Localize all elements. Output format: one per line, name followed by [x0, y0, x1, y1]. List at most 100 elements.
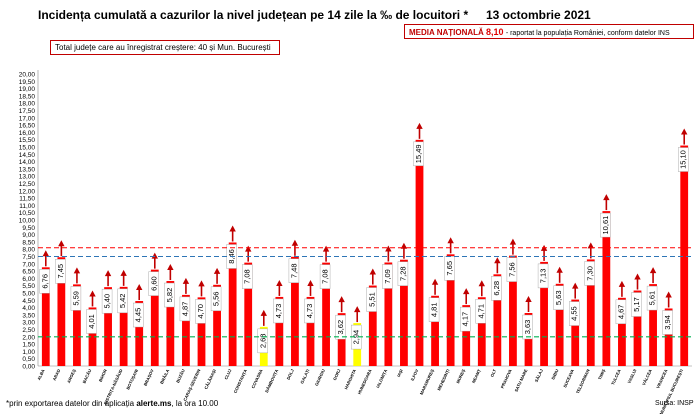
- y-tick-label: 10,50: [19, 210, 36, 217]
- value-label-box: [475, 299, 486, 324]
- value-label: 4,81: [430, 302, 439, 317]
- bar: [462, 305, 471, 366]
- category-label: SUCEAVA: [562, 368, 575, 388]
- category-label: ARAD: [52, 368, 62, 381]
- bar: [664, 308, 673, 366]
- value-label-box: [133, 302, 144, 328]
- value-label-box: [55, 259, 66, 284]
- bar: [555, 283, 564, 366]
- trend-arrow-head: [42, 250, 49, 257]
- value-label: 5,40: [103, 294, 112, 309]
- bar: [431, 295, 439, 366]
- value-label-group: 7,28: [397, 261, 409, 286]
- trend-arrow-head: [260, 309, 267, 316]
- trend-arrow-head: [182, 277, 190, 284]
- value-label: 5,61: [648, 291, 657, 306]
- value-label-group: 5,61: [646, 285, 658, 311]
- y-tick-label: 19,50: [19, 79, 36, 86]
- y-tick-label: 14,50: [19, 152, 36, 159]
- category-label: COVASNA: [250, 368, 263, 389]
- value-label-group: 7,65: [444, 256, 455, 281]
- value-label: 3,62: [336, 320, 345, 335]
- value-label-box: [179, 296, 191, 322]
- category-label: ARGEȘ: [66, 368, 77, 384]
- value-label-box: [70, 286, 82, 311]
- y-tick-label: 13,00: [19, 174, 36, 181]
- value-label: 4,01: [87, 314, 96, 329]
- bar: [57, 257, 66, 366]
- y-tick-label: 4,00: [22, 305, 35, 312]
- value-label-group: 6,76: [39, 269, 50, 294]
- bar: [41, 267, 50, 366]
- y-tick-label: 7,00: [22, 261, 35, 268]
- trend-arrow-head: [120, 269, 127, 276]
- value-label-box: [678, 147, 689, 172]
- bar: [135, 301, 144, 366]
- bar: [244, 262, 253, 366]
- y-tick-label: 1,00: [22, 349, 35, 356]
- category-label: CONSTANȚA: [233, 368, 249, 394]
- y-tick-label: 3,00: [22, 320, 35, 327]
- value-label: 4,71: [476, 304, 485, 319]
- y-tick-label: 17,00: [19, 115, 36, 122]
- value-label-group: 7,45: [55, 259, 66, 284]
- value-label-group: 6,60: [148, 271, 159, 296]
- y-tick-label: 11,00: [19, 203, 35, 210]
- value-label-box: [506, 257, 518, 282]
- value-label: 4,55: [570, 306, 579, 321]
- bar: [680, 145, 689, 366]
- category-label: GALAȚI: [299, 368, 310, 384]
- trend-arrow-head: [385, 245, 392, 252]
- value-label: 4,73: [274, 304, 283, 319]
- trend-arrow-head: [416, 122, 423, 129]
- bar: [197, 297, 206, 366]
- y-tick-label: 6,50: [22, 269, 35, 276]
- value-label: 3,94: [663, 315, 672, 330]
- trend-arrow-head: [89, 290, 96, 297]
- bar: [322, 262, 330, 366]
- value-label-box: [397, 261, 409, 286]
- trend-arrow-head: [603, 194, 610, 201]
- value-label-group: 7,08: [319, 264, 331, 289]
- value-label-group: 5,63: [553, 285, 564, 311]
- value-label-box: [86, 309, 97, 334]
- y-tick-label: 7,50: [22, 254, 35, 261]
- footnote-prefix: *prin exportarea datelor din aplicația: [6, 399, 137, 408]
- category-label: MEHEDINȚI: [436, 368, 450, 391]
- footnote: *prin exportarea datelor din aplicația a…: [6, 399, 218, 408]
- trend-arrow-head: [572, 282, 579, 289]
- value-label-box: [195, 299, 206, 324]
- category-label: CĂLĂRAȘI: [203, 368, 217, 390]
- value-label-box: [288, 258, 300, 283]
- category-label: OLT: [489, 368, 497, 378]
- trend-arrow-head: [634, 273, 641, 280]
- value-label: 15,49: [414, 144, 423, 163]
- value-label-box: [646, 285, 658, 311]
- bar: [88, 307, 97, 366]
- value-label-group: 3,94: [662, 310, 673, 335]
- value-label-group: 5,51: [366, 287, 377, 312]
- bar: [649, 284, 657, 366]
- trend-arrow-head: [447, 237, 454, 244]
- trend-arrow-head: [338, 296, 345, 303]
- value-label-group: 7,48: [288, 258, 300, 283]
- trend-arrow-head: [307, 279, 314, 286]
- value-label-box: [537, 263, 549, 289]
- y-tick-label: 18,00: [19, 101, 36, 108]
- value-label: 5,63: [554, 290, 563, 305]
- value-label-box: [273, 298, 284, 324]
- category-label: DOLJ: [286, 368, 296, 381]
- y-tick-label: 1,50: [22, 342, 35, 349]
- value-label-box: [522, 314, 533, 340]
- trend-arrow-head: [151, 252, 158, 259]
- category-label: BRAȘOV: [143, 368, 155, 387]
- bar: [213, 284, 221, 366]
- value-label: 6,60: [149, 276, 158, 291]
- value-label-group: 7,13: [537, 263, 549, 289]
- value-label-group: 4,45: [133, 302, 144, 328]
- y-tick-label: 16,00: [19, 130, 36, 137]
- value-label: 2,94: [352, 330, 361, 345]
- value-label-box: [242, 264, 253, 289]
- value-label: 7,65: [445, 261, 454, 276]
- value-label-group: 7,09: [382, 264, 393, 289]
